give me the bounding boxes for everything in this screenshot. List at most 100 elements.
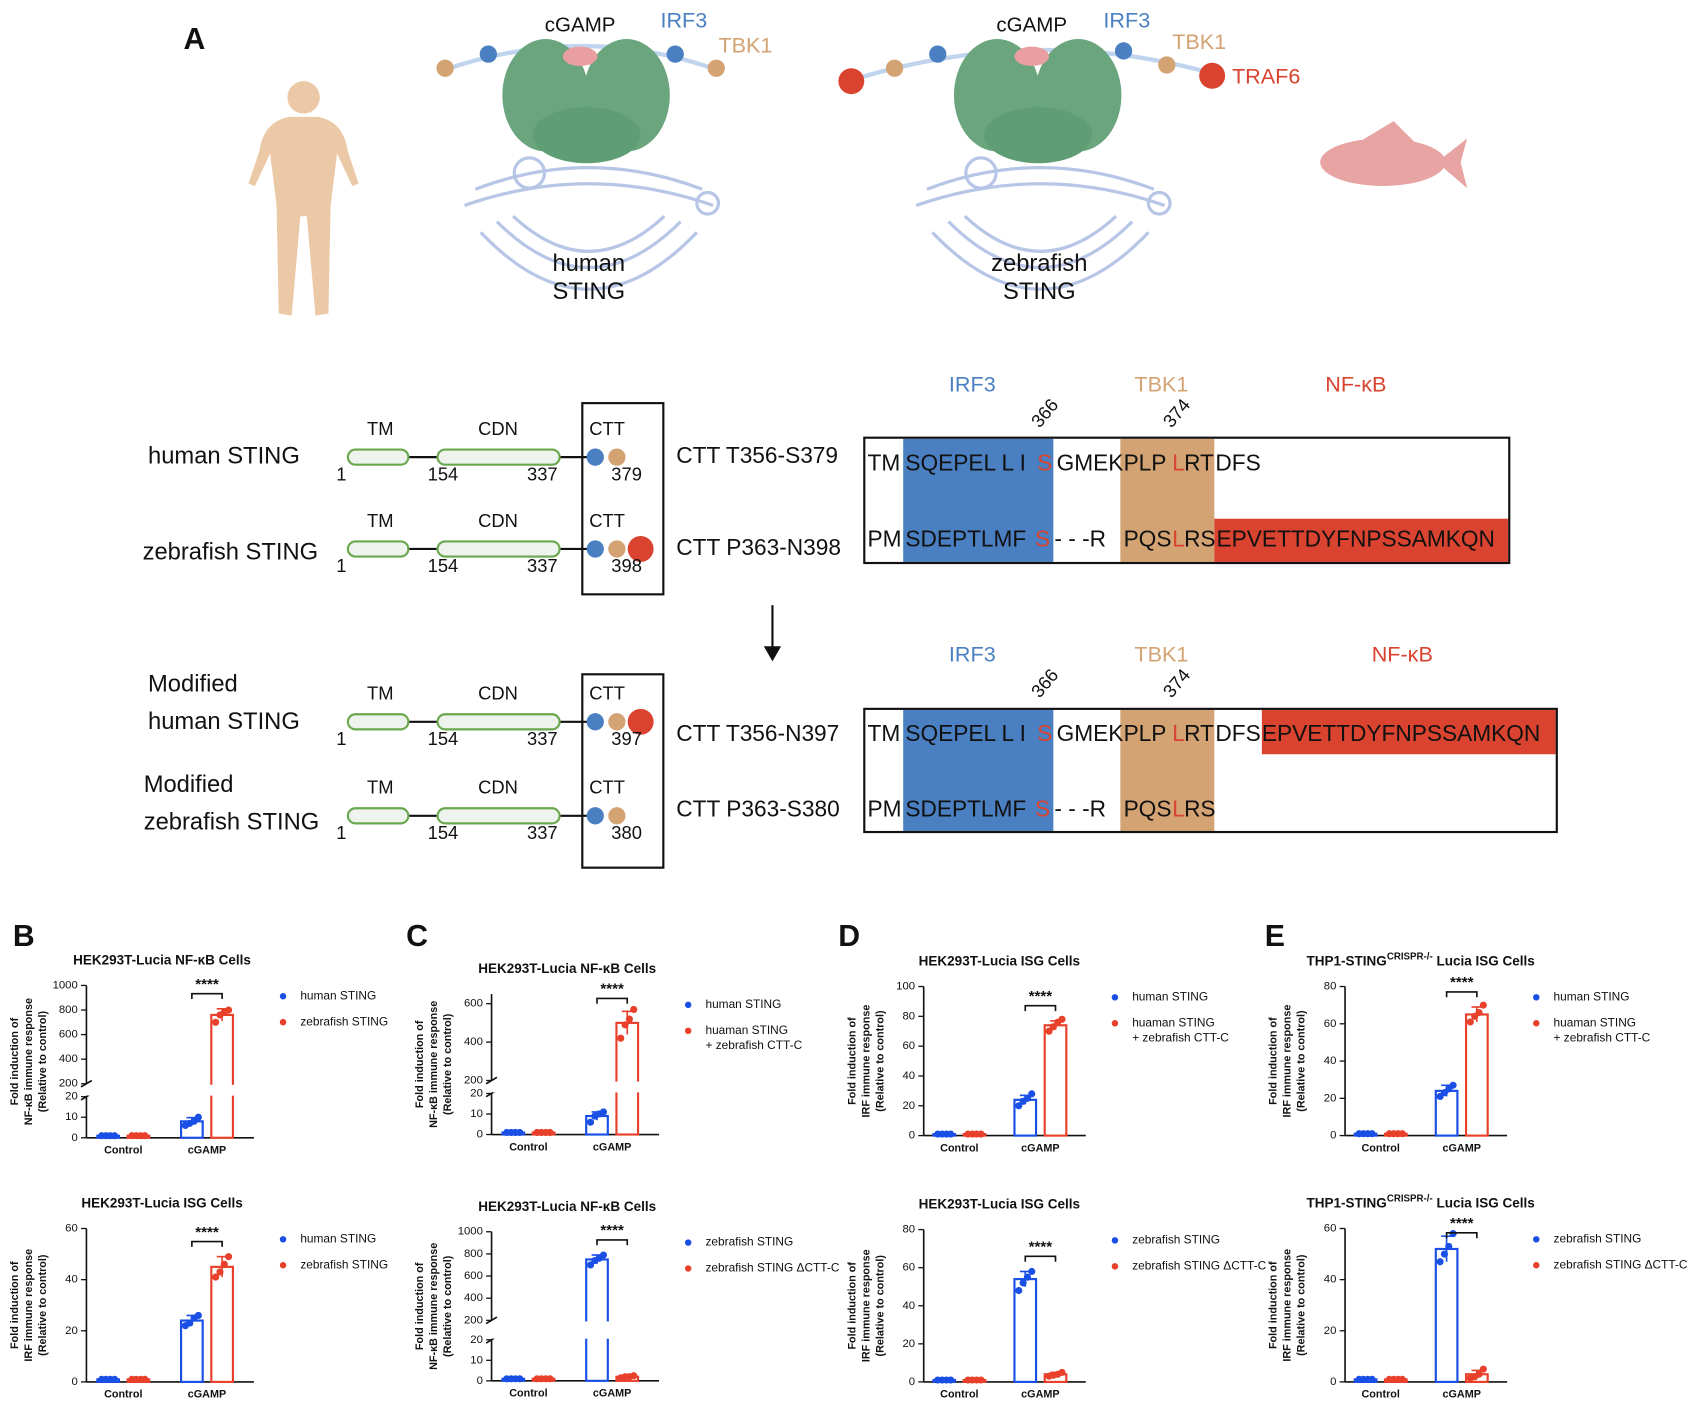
break-gap — [492, 1081, 661, 1093]
data-point — [225, 1253, 233, 1261]
y-tick-label: 60 — [1324, 1018, 1337, 1030]
y-tick-label: 200 — [59, 1078, 78, 1090]
y-tick-label: 40 — [65, 1274, 78, 1286]
y-tick-label: 0 — [1330, 1130, 1336, 1142]
y-axis-label: Fold induction of — [846, 1262, 858, 1350]
panel-label: C — [406, 920, 428, 953]
y-tick-label: 40 — [902, 1070, 915, 1082]
data-point — [111, 1375, 119, 1383]
chart-title-sup: CRISPR-/- — [1387, 951, 1433, 962]
legend-label: + zebrafish CTT-C — [1554, 1031, 1651, 1045]
bar — [1043, 1024, 1068, 1137]
chart-title-text: HEK293T-Lucia ISG Cells — [81, 1195, 242, 1210]
y-tick-label: 80 — [902, 1224, 915, 1236]
cdn-domain — [436, 448, 561, 466]
data-point — [625, 1015, 633, 1023]
legend-marker — [684, 1239, 692, 1246]
y-axis-label: (Relative to control) — [1296, 1254, 1308, 1356]
chart-title-text: Lucia ISG Cells — [1433, 953, 1535, 968]
y-axis-label: (Relative to control) — [1296, 1010, 1308, 1112]
irf3-motif — [586, 448, 604, 466]
data-point — [630, 1372, 638, 1380]
legend-marker — [1111, 994, 1119, 1001]
bar — [210, 1265, 235, 1384]
y-tick-label: 20 — [902, 1100, 915, 1112]
bar — [1464, 1013, 1489, 1137]
significance-label: **** — [1029, 988, 1053, 1005]
y-axis-label: Fold induction of — [1268, 1261, 1280, 1349]
y-tick-label: 20 — [1324, 1092, 1337, 1104]
position-label: 1 — [336, 555, 346, 576]
y-axis-label: IRF immune response — [1282, 1005, 1294, 1118]
data-point — [977, 1130, 985, 1138]
tm-domain — [346, 713, 410, 731]
data-point — [586, 1118, 595, 1126]
y-tick-label: 200 — [464, 1075, 483, 1087]
sequence-part: EPVETTDYFNPSSAMKQN — [1216, 525, 1494, 551]
significance-label: **** — [1029, 1239, 1053, 1256]
y-tick-label: 20 — [470, 1334, 483, 1346]
legend-marker — [1533, 994, 1540, 1001]
construct-name: human STING — [148, 708, 300, 735]
y-axis-label: (Relative to control) — [442, 1255, 454, 1357]
legend-marker — [684, 1265, 692, 1272]
construct-name: zebrafish STING — [143, 539, 319, 566]
legend-label: + zebrafish CTT-C — [1132, 1031, 1229, 1045]
sequence-part: SQEPEL L I — [905, 720, 1026, 746]
sequence-part: PQS — [1124, 795, 1172, 821]
data-point — [977, 1376, 985, 1384]
y-tick-label: 80 — [1324, 981, 1337, 993]
human-sting-schematic — [436, 39, 725, 291]
sequence-part: - - -R — [1054, 525, 1106, 551]
significance-bracket — [191, 992, 223, 1000]
construct-name: human STING — [148, 442, 300, 469]
legend-label: zebrafish STING ΔCTT-C — [1554, 1257, 1688, 1271]
legend-label: zebrafish STING — [300, 1257, 388, 1271]
x-tick-label: Control — [1362, 1389, 1400, 1401]
chart-title: HEK293T-Lucia NF-κB Cells — [478, 961, 656, 976]
significance-label: **** — [600, 981, 624, 998]
legend-marker — [1533, 1236, 1540, 1243]
significance-label: **** — [1450, 974, 1474, 991]
nfkb-region — [1214, 518, 1509, 562]
legend-label: zebrafish STING — [300, 1014, 388, 1028]
x-tick-label: Control — [104, 1145, 142, 1157]
position-label: 337 — [527, 728, 558, 749]
sequence-box — [863, 707, 1558, 834]
ligand-label: cGAMP — [545, 13, 616, 36]
tbk1-motif — [608, 807, 626, 825]
sequence-part: S — [1037, 720, 1052, 746]
chart-title-text: THP1-STING — [1307, 1195, 1387, 1210]
sequence: TM SQEPEL L I S GMEKPLP LRTDFS — [868, 450, 1261, 476]
legend-label: zebrafish STING — [1554, 1231, 1642, 1245]
chart-title: THP1-STINGCRISPR-/- Lucia ISG Cells — [1307, 1193, 1535, 1210]
nfkb-motif — [627, 708, 654, 735]
y-axis-label: NF-κB immune response — [23, 998, 35, 1125]
data-point — [546, 1128, 554, 1137]
y-axis-label: Fold induction of — [414, 1020, 426, 1108]
data-point — [194, 1113, 202, 1121]
ctt-range: CTT P363-S380 — [676, 795, 839, 821]
partner-label: IRF3 — [1103, 7, 1150, 32]
data-point — [1368, 1130, 1376, 1138]
partner-label: TRAF6 — [1232, 64, 1300, 89]
y-tick-label: 400 — [59, 1053, 78, 1065]
legend-marker — [1111, 1020, 1119, 1027]
protein-name: zebrafish — [991, 250, 1087, 277]
nfkb-motif — [627, 536, 654, 562]
chart-title-text: HEK293T-Lucia ISG Cells — [919, 953, 1080, 968]
sequence-part: PLP — [1124, 720, 1167, 746]
y-axis-label: IRF immune response — [860, 1249, 872, 1362]
sequence-part: - - -R — [1054, 795, 1106, 821]
significance-bracket — [1445, 991, 1478, 998]
sequence: PM SDEPTLMF S - - -R PQSLRS — [868, 795, 1216, 821]
legend-marker — [1533, 1020, 1540, 1027]
legend-marker — [1533, 1262, 1540, 1269]
data-point — [599, 1108, 608, 1116]
data-point — [1015, 1286, 1023, 1295]
fish-icon — [1320, 121, 1468, 189]
x-tick-label: cGAMP — [188, 1145, 226, 1157]
position-label: 397 — [611, 728, 642, 749]
ctt-range: CTT T356-N397 — [676, 720, 839, 746]
sequence-part: L — [1172, 720, 1185, 746]
